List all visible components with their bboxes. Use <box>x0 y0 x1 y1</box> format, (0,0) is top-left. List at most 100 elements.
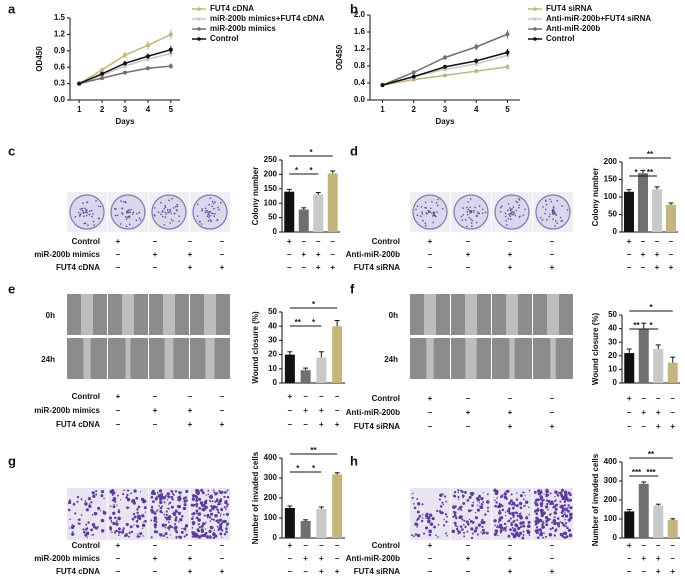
colony-dot <box>214 212 216 215</box>
cell <box>77 522 80 524</box>
cell <box>177 535 180 538</box>
bar <box>300 370 311 383</box>
cell <box>219 498 223 501</box>
condition-mark: – <box>508 394 513 403</box>
cell <box>167 503 170 505</box>
cell <box>202 533 207 538</box>
colony-dot <box>511 211 513 213</box>
cell <box>68 508 71 512</box>
cell <box>226 495 230 499</box>
condition-mark: – <box>116 263 121 272</box>
cell <box>533 490 537 494</box>
cell <box>181 515 184 518</box>
cell <box>154 510 156 512</box>
condition-label: FUT4 cDNA <box>56 567 100 576</box>
cell <box>561 509 565 513</box>
cell <box>428 529 432 534</box>
condition-mark: + <box>641 250 646 259</box>
cell <box>498 518 502 522</box>
condition-mark: + <box>153 250 158 259</box>
cell <box>556 522 560 526</box>
cell <box>179 518 183 522</box>
cell <box>422 517 424 519</box>
cell <box>445 520 448 523</box>
cell <box>190 517 194 521</box>
cell <box>204 505 208 510</box>
cell <box>428 513 433 517</box>
cell <box>513 504 516 507</box>
cell <box>205 521 207 524</box>
cell <box>218 518 223 522</box>
cell <box>554 500 556 503</box>
cell <box>177 521 180 523</box>
condition-label: FUT4 siRNA <box>354 567 400 576</box>
cell <box>91 522 96 527</box>
cell <box>142 514 145 518</box>
bar <box>316 509 327 538</box>
cell <box>166 492 170 496</box>
wound-gap <box>83 338 91 379</box>
cell <box>525 500 529 504</box>
cell <box>125 534 128 537</box>
cell <box>209 536 213 539</box>
wound-gap <box>506 294 518 335</box>
panel-letter: g <box>8 453 16 468</box>
condition-mark: + <box>220 263 225 272</box>
cell <box>136 517 139 520</box>
cell <box>478 494 481 498</box>
cell <box>196 512 198 515</box>
condition-mark: – <box>642 567 647 576</box>
colony-dot <box>128 211 130 214</box>
cell <box>562 531 566 535</box>
cell <box>445 500 447 503</box>
condition-mark: + <box>188 406 193 415</box>
cell <box>535 526 539 529</box>
cell <box>205 535 210 539</box>
colony-dot <box>176 203 178 206</box>
cell <box>537 492 542 496</box>
bar <box>638 328 649 383</box>
cell <box>226 524 228 527</box>
cell <box>219 518 222 521</box>
colony-dot <box>159 201 162 204</box>
cell <box>122 492 125 496</box>
colony-dot <box>420 215 422 217</box>
colony-dot <box>211 200 214 203</box>
cell <box>185 533 188 537</box>
cell <box>82 530 86 534</box>
cell <box>545 516 548 518</box>
colony-dot <box>541 219 544 221</box>
cell <box>156 509 158 512</box>
colony-dot <box>416 214 419 217</box>
y-axis-label: Number of invaded cells <box>591 453 600 546</box>
colony-dot <box>468 216 470 219</box>
cell <box>133 489 137 493</box>
cell <box>212 536 216 540</box>
cell <box>213 529 216 531</box>
cell <box>501 516 503 518</box>
colony-dot <box>469 206 472 209</box>
colony-dot <box>201 209 204 212</box>
cell <box>543 532 545 534</box>
cell <box>223 533 227 536</box>
colony-dot <box>167 208 169 211</box>
cell <box>536 498 540 502</box>
cell <box>522 534 525 536</box>
cell <box>210 512 214 516</box>
cell <box>481 532 484 535</box>
cell <box>176 505 180 508</box>
colony-dot <box>82 202 84 205</box>
colony-dot <box>471 225 473 228</box>
colony-dot <box>466 206 468 209</box>
cell <box>480 496 484 501</box>
bar <box>667 362 678 383</box>
colony-dot <box>460 215 463 218</box>
condition-mark: – <box>116 567 121 576</box>
cell <box>135 524 138 527</box>
cell <box>158 505 160 507</box>
colony-dot <box>514 214 517 217</box>
cell <box>541 522 544 526</box>
condition-label: Control <box>372 394 400 403</box>
cell <box>564 512 566 514</box>
condition-mark: + <box>303 406 308 415</box>
